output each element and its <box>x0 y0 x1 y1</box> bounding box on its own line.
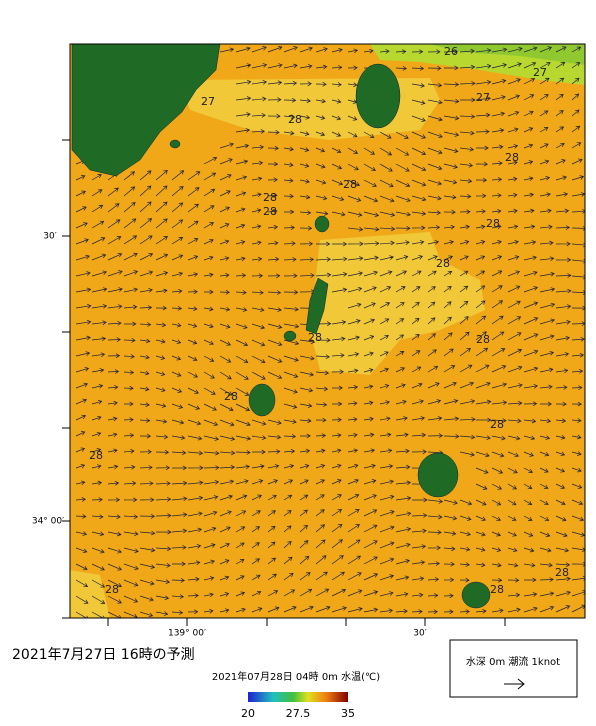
legend-box <box>449 639 578 698</box>
contour-label: 28 <box>490 583 504 596</box>
frame-ticks <box>62 139 506 626</box>
contour-label: 28 <box>486 217 500 230</box>
contour-label: 28 <box>105 583 119 596</box>
contour-label: 28 <box>263 191 277 204</box>
contour-label: 28 <box>436 257 450 270</box>
contour-label: 28 <box>288 113 302 126</box>
island <box>305 277 329 335</box>
map-frame <box>69 43 586 619</box>
contour-label: 28 <box>555 566 569 579</box>
contour-label: 27 <box>476 91 490 104</box>
legend-arrow <box>504 678 525 690</box>
legend-text: 水深 0m 潮流 1knot <box>466 655 560 668</box>
contour-label: 27 <box>533 66 547 79</box>
land <box>71 44 221 177</box>
contour-label: 28 <box>263 205 277 218</box>
colorbar-tick-label: 20 <box>241 707 255 720</box>
lon-label: 30′ <box>413 629 427 639</box>
contour-label: 28 <box>308 331 322 344</box>
island <box>417 452 459 498</box>
island <box>283 330 297 342</box>
island <box>355 63 401 129</box>
contour-label: 28 <box>224 390 238 403</box>
contour-label: 27 <box>201 95 215 108</box>
colorbar-tick-label: 35 <box>341 707 355 720</box>
title: 2021年7月27日 16時の予測 <box>12 647 195 663</box>
contour-label: 28 <box>476 333 490 346</box>
island <box>461 581 491 609</box>
lon-label: 139° 00′ <box>168 629 206 639</box>
contour-label: 28 <box>343 178 357 191</box>
land <box>71 44 491 609</box>
subtitle: 2021年07月28日 04時 0m 水温(℃) <box>212 670 380 683</box>
contour-label: 26 <box>444 45 458 58</box>
colorbar-ticks: 20 27.5 35 <box>241 707 355 720</box>
island <box>314 215 330 233</box>
island <box>169 139 181 149</box>
lat-label: 30′ <box>43 232 57 242</box>
contour-label: 28 <box>490 418 504 431</box>
lat-label: 34° 00′ <box>32 517 64 527</box>
colorbar-tick-label: 27.5 <box>286 707 311 720</box>
warm-zone <box>310 232 485 375</box>
island <box>248 383 276 417</box>
colorbar <box>248 692 348 702</box>
contour-label: 28 <box>89 449 103 462</box>
contour-label: 28 <box>505 151 519 164</box>
